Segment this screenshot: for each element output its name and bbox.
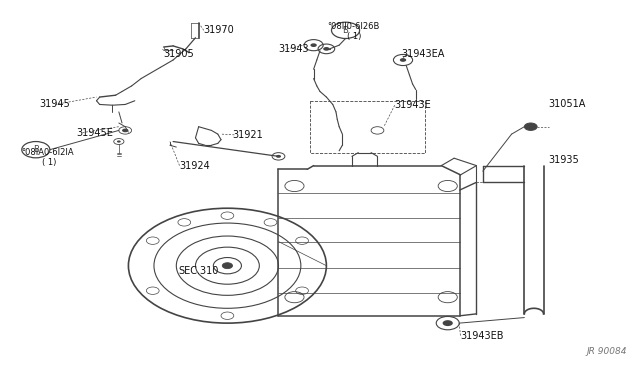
Text: 31924: 31924 bbox=[179, 161, 211, 171]
Text: B: B bbox=[33, 145, 39, 154]
Text: 31943EA: 31943EA bbox=[402, 49, 445, 60]
Circle shape bbox=[443, 320, 453, 326]
Circle shape bbox=[276, 155, 281, 158]
Circle shape bbox=[400, 58, 406, 62]
Circle shape bbox=[222, 263, 232, 269]
Text: ( 1): ( 1) bbox=[42, 158, 56, 167]
Text: 31943E: 31943E bbox=[395, 100, 431, 110]
Text: °08II0-6I26B: °08II0-6I26B bbox=[328, 22, 380, 31]
Circle shape bbox=[323, 47, 330, 51]
Circle shape bbox=[524, 123, 537, 131]
Text: °08IA0-6I2IA: °08IA0-6I2IA bbox=[21, 148, 74, 157]
Circle shape bbox=[117, 140, 121, 142]
Text: JR 90084: JR 90084 bbox=[586, 347, 627, 356]
Text: 31935: 31935 bbox=[548, 155, 579, 165]
Text: 31051A: 31051A bbox=[548, 99, 586, 109]
Text: 31945: 31945 bbox=[39, 99, 70, 109]
Circle shape bbox=[310, 43, 317, 47]
Text: 31945E: 31945E bbox=[76, 128, 113, 138]
Circle shape bbox=[122, 129, 129, 132]
Text: SEC.310: SEC.310 bbox=[178, 266, 219, 276]
Text: 31943EB: 31943EB bbox=[461, 331, 504, 341]
Text: 31921: 31921 bbox=[232, 130, 262, 140]
Text: 31943: 31943 bbox=[278, 44, 309, 54]
Text: 31970: 31970 bbox=[204, 25, 234, 35]
Text: B: B bbox=[342, 26, 349, 35]
Text: ( 1): ( 1) bbox=[347, 32, 361, 41]
Text: 31905: 31905 bbox=[164, 49, 195, 60]
